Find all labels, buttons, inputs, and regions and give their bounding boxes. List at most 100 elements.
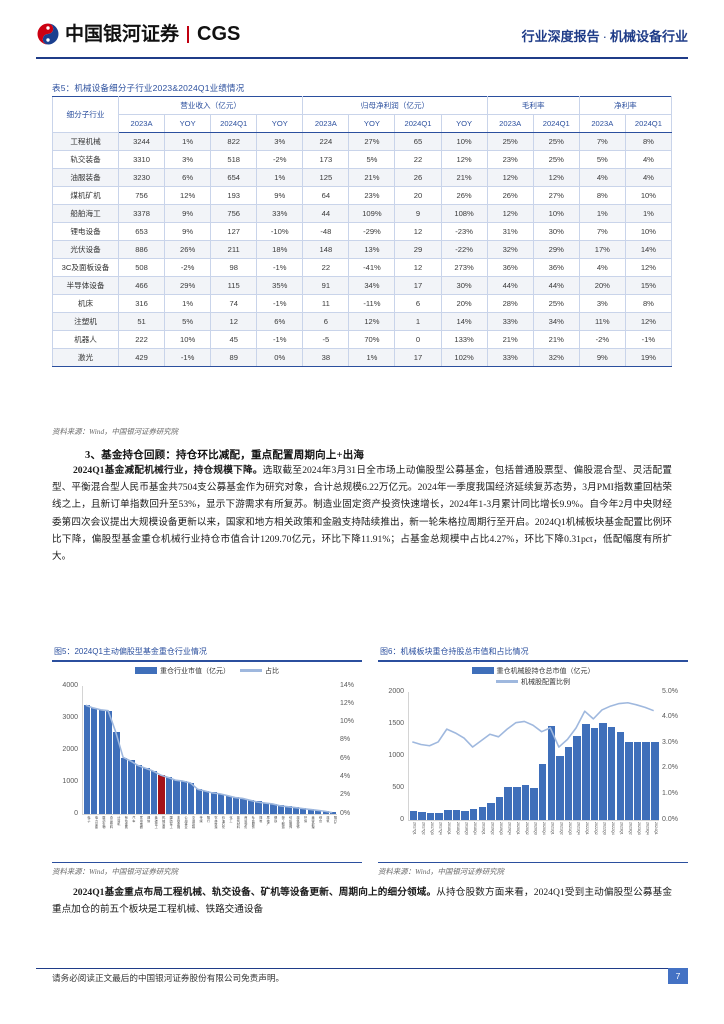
bar xyxy=(521,785,530,820)
x-axis-tick-label: 钢铁 xyxy=(273,815,278,822)
bar xyxy=(599,723,607,820)
legend-item-bar: 重仓行业市值（亿元） xyxy=(135,666,230,676)
section-paragraph-1: 2024Q1基金减配机械行业，持仓规模下降。选取截至2024年3月31日全市场上… xyxy=(52,462,672,565)
x-axis-tick-label: 2018Q4 xyxy=(473,821,477,835)
table-cell: 3244 xyxy=(117,132,166,151)
x-axis-tick-label: 2017Q1 xyxy=(412,821,417,835)
table-cell: 4% xyxy=(578,258,626,277)
y-axis-tick-label: 1500 xyxy=(388,719,404,727)
bar xyxy=(143,767,150,814)
x-axis-tick-label: 传媒 xyxy=(198,815,203,822)
th-group-revenue: 营业收入（亿元） xyxy=(117,96,304,115)
brand-name-cn: 中国银河证券 xyxy=(65,23,180,45)
table-cell: 26% xyxy=(486,186,534,205)
y2-axis-tick-label: 8% xyxy=(340,736,351,744)
table-cell: 9% xyxy=(164,204,212,223)
x-axis-tick-label: 2022Q4 xyxy=(611,821,615,835)
table-cell: 25% xyxy=(486,132,534,151)
x-axis-tick-label: 化工 xyxy=(228,815,233,822)
chart-left-plot: 重仓行业市值（亿元） 占比 0 1000 2000 3000 4000 0% 2% 4% 6% 8… xyxy=(52,661,362,862)
report-type: 行业深度报告 xyxy=(521,29,600,44)
x-axis-tick-label: 有色金属 xyxy=(123,815,128,828)
table-cell: 26% xyxy=(164,240,212,259)
table-cell: 1 xyxy=(394,312,442,331)
table-cell: 1% xyxy=(578,204,626,223)
table-cell: 4% xyxy=(624,168,673,187)
bar xyxy=(409,811,418,820)
legend-item-bar-2: 重仓机械股持仓总市值（亿元） xyxy=(471,666,595,676)
paragraph-2-rest: 从持仓股数方面来看，2024Q1受到主动偏股型公募基金重点加仓的前五个板块是工程… xyxy=(52,887,672,916)
bar xyxy=(573,735,581,820)
table-cell: 32% xyxy=(532,348,580,367)
bar xyxy=(582,723,590,820)
bar xyxy=(461,811,469,820)
table-row: 锂电设备 653 9% 127 -10% -48 -29% 12 -23% 31% 30% 7% 10% xyxy=(52,222,673,241)
x-axis-tick-label: 2020Q3 xyxy=(533,821,538,835)
x-axis-tick-label: 2022Q1 xyxy=(585,821,590,835)
galaxy-logo-icon xyxy=(36,22,60,46)
brand-name-en: CGS xyxy=(197,22,241,45)
x-axis-tick-label: 2018Q2 xyxy=(455,821,460,835)
table-cell: 44% xyxy=(486,276,534,295)
table-cell: 466 xyxy=(117,276,166,295)
bar xyxy=(633,742,642,820)
y2-axis-tick-label: 6% xyxy=(340,754,351,762)
bar xyxy=(315,810,322,814)
table-cell: 9% xyxy=(256,186,304,205)
page-header: 中国银河证券 CGS 行业深度报告 · 机械设备行业 xyxy=(0,0,724,62)
y-axis-tick-label: 3000 xyxy=(62,713,78,721)
y2-axis-tick-label: 2% xyxy=(340,791,351,799)
table-cell: 27% xyxy=(348,132,396,151)
x-axis-tick-label: 基础化工 xyxy=(153,815,158,828)
section-heading: 3、基金持仓回顾：持仓环比减配，重点配置周期向上+出海 xyxy=(85,450,365,461)
bar xyxy=(232,796,240,814)
table-cell: 12 xyxy=(210,312,258,331)
table-cell: 10% xyxy=(532,204,580,223)
table-cell-subindustry: 油服装备 xyxy=(52,168,119,187)
bar xyxy=(469,809,478,820)
table-cell: 12 xyxy=(394,258,442,277)
th-gm-2024q1: 2024Q1 xyxy=(532,114,580,133)
table-cell: 74 xyxy=(210,294,258,313)
table-cell: -2% xyxy=(256,150,304,169)
bar xyxy=(616,731,625,820)
table-cell: 10% xyxy=(624,222,673,241)
table-cell: 12% xyxy=(486,168,534,187)
x-axis-tick-label: 通信 xyxy=(146,815,151,822)
table-cell: 21% xyxy=(486,330,534,349)
x-axis-tick-label: 2020Q2 xyxy=(524,821,529,835)
table-cell: 5% xyxy=(348,150,396,169)
table-cell: -1% xyxy=(256,294,304,313)
table-cell: 1% xyxy=(348,348,396,367)
table-cell: 29 xyxy=(394,240,442,259)
chart-right-rule-top xyxy=(378,660,688,662)
th-rev-2023a: 2023A xyxy=(117,114,166,133)
table-cell: 429 xyxy=(117,348,166,367)
y-axis-tick-label: 2000 xyxy=(62,745,78,753)
table-cell: 133% xyxy=(440,330,488,349)
bar xyxy=(426,812,435,820)
table-cell: 1% xyxy=(164,132,212,151)
x-axis-tick-label: 电力设备 xyxy=(93,815,98,828)
table-cell: 12 xyxy=(394,222,442,241)
chart-right-caption: 图6：机械板块重仓持股总市值和占比情况 xyxy=(380,647,529,656)
th-group-netprofit: 归母净利润（亿元） xyxy=(302,96,488,115)
report-industry: 机械设备行业 xyxy=(609,29,688,44)
table-cell: 886 xyxy=(117,240,166,259)
plot-area xyxy=(408,691,659,821)
table-row: 油服装备 3230 6% 654 1% 125 21% 26 21% 12% 12% 4% 4% xyxy=(52,168,673,187)
table-cell: -48 xyxy=(302,222,350,241)
table-cell: 4% xyxy=(624,150,673,169)
y-axis-tick-label: 500 xyxy=(392,783,404,791)
legend-bar-swatch xyxy=(135,667,157,675)
bar xyxy=(91,708,98,814)
bar xyxy=(98,709,105,814)
bar xyxy=(277,805,285,814)
table-cell: 115 xyxy=(210,276,258,295)
table-cell-subindustry: 3C及面板设备 xyxy=(52,258,119,277)
table-cell: 65 xyxy=(394,132,442,151)
x-axis-tick-label: 环保 xyxy=(303,815,308,822)
table-cell: 109% xyxy=(348,204,396,223)
table-cell: 12% xyxy=(624,258,673,277)
